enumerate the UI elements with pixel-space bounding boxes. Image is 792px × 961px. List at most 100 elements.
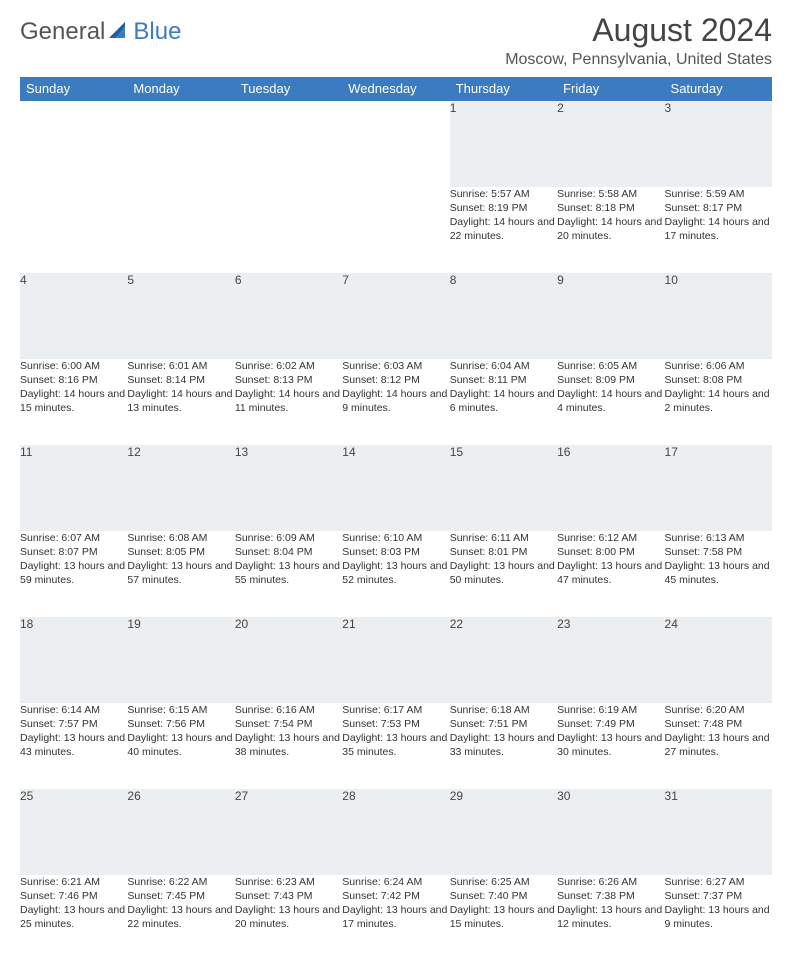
day-number-cell: 19	[127, 617, 234, 703]
detail-row: Sunrise: 6:00 AMSunset: 8:16 PMDaylight:…	[20, 359, 772, 445]
daylight-text: Daylight: 13 hours and 55 minutes.	[235, 559, 342, 587]
detail-row: Sunrise: 6:07 AMSunset: 8:07 PMDaylight:…	[20, 531, 772, 617]
day-detail-cell: Sunrise: 6:01 AMSunset: 8:14 PMDaylight:…	[127, 359, 234, 445]
daynum-row: 123	[20, 101, 772, 187]
day-number-cell: 7	[342, 273, 449, 359]
day-detail-cell: Sunrise: 6:27 AMSunset: 7:37 PMDaylight:…	[665, 875, 772, 961]
day-number-cell: 15	[450, 445, 557, 531]
day-detail-cell: Sunrise: 6:02 AMSunset: 8:13 PMDaylight:…	[235, 359, 342, 445]
day-header: Tuesday	[235, 77, 342, 101]
sunset-text: Sunset: 8:16 PM	[20, 373, 127, 387]
sunrise-text: Sunrise: 6:00 AM	[20, 359, 127, 373]
sunset-text: Sunset: 8:19 PM	[450, 201, 557, 215]
day-header: Saturday	[665, 77, 772, 101]
sunrise-text: Sunrise: 6:16 AM	[235, 703, 342, 717]
day-detail-cell: Sunrise: 6:08 AMSunset: 8:05 PMDaylight:…	[127, 531, 234, 617]
day-number-cell: 26	[127, 789, 234, 875]
page-title: August 2024	[505, 12, 772, 49]
daylight-text: Daylight: 13 hours and 9 minutes.	[665, 903, 772, 931]
sunrise-text: Sunrise: 6:22 AM	[127, 875, 234, 889]
day-number-cell: 16	[557, 445, 664, 531]
daylight-text: Daylight: 14 hours and 22 minutes.	[450, 215, 557, 243]
daylight-text: Daylight: 13 hours and 35 minutes.	[342, 731, 449, 759]
day-detail-cell: Sunrise: 5:57 AMSunset: 8:19 PMDaylight:…	[450, 187, 557, 273]
day-detail-cell	[20, 187, 127, 273]
sunrise-text: Sunrise: 5:58 AM	[557, 187, 664, 201]
daylight-text: Daylight: 14 hours and 9 minutes.	[342, 387, 449, 415]
sunset-text: Sunset: 7:58 PM	[665, 545, 772, 559]
day-number-cell: 13	[235, 445, 342, 531]
sunset-text: Sunset: 7:54 PM	[235, 717, 342, 731]
day-header: Monday	[127, 77, 234, 101]
day-number-cell: 31	[665, 789, 772, 875]
sunset-text: Sunset: 8:11 PM	[450, 373, 557, 387]
sunrise-text: Sunrise: 6:15 AM	[127, 703, 234, 717]
daylight-text: Daylight: 13 hours and 25 minutes.	[20, 903, 127, 931]
sunset-text: Sunset: 7:43 PM	[235, 889, 342, 903]
sunrise-text: Sunrise: 6:27 AM	[665, 875, 772, 889]
day-detail-cell: Sunrise: 6:14 AMSunset: 7:57 PMDaylight:…	[20, 703, 127, 789]
sunset-text: Sunset: 8:03 PM	[342, 545, 449, 559]
day-number-cell: 29	[450, 789, 557, 875]
day-detail-cell	[342, 187, 449, 273]
title-block: August 2024 Moscow, Pennsylvania, United…	[505, 12, 772, 69]
daynum-row: 18192021222324	[20, 617, 772, 703]
sunset-text: Sunset: 8:13 PM	[235, 373, 342, 387]
daylight-text: Daylight: 13 hours and 57 minutes.	[127, 559, 234, 587]
detail-row: Sunrise: 5:57 AMSunset: 8:19 PMDaylight:…	[20, 187, 772, 273]
sunrise-text: Sunrise: 6:20 AM	[665, 703, 772, 717]
sunset-text: Sunset: 7:48 PM	[665, 717, 772, 731]
sunset-text: Sunset: 7:42 PM	[342, 889, 449, 903]
sunset-text: Sunset: 7:49 PM	[557, 717, 664, 731]
day-header: Wednesday	[342, 77, 449, 101]
detail-row: Sunrise: 6:21 AMSunset: 7:46 PMDaylight:…	[20, 875, 772, 961]
sunrise-text: Sunrise: 6:24 AM	[342, 875, 449, 889]
day-detail-cell: Sunrise: 6:25 AMSunset: 7:40 PMDaylight:…	[450, 875, 557, 961]
day-detail-cell: Sunrise: 6:13 AMSunset: 7:58 PMDaylight:…	[665, 531, 772, 617]
sunset-text: Sunset: 7:45 PM	[127, 889, 234, 903]
sunrise-text: Sunrise: 6:18 AM	[450, 703, 557, 717]
logo-text-blue: Blue	[133, 18, 181, 46]
sunset-text: Sunset: 7:46 PM	[20, 889, 127, 903]
detail-row: Sunrise: 6:14 AMSunset: 7:57 PMDaylight:…	[20, 703, 772, 789]
day-detail-cell: Sunrise: 6:00 AMSunset: 8:16 PMDaylight:…	[20, 359, 127, 445]
sunrise-text: Sunrise: 5:59 AM	[665, 187, 772, 201]
day-number-cell: 8	[450, 273, 557, 359]
sunrise-text: Sunrise: 6:12 AM	[557, 531, 664, 545]
day-detail-cell: Sunrise: 6:05 AMSunset: 8:09 PMDaylight:…	[557, 359, 664, 445]
day-header: Sunday	[20, 77, 127, 101]
sunset-text: Sunset: 8:04 PM	[235, 545, 342, 559]
daylight-text: Daylight: 13 hours and 47 minutes.	[557, 559, 664, 587]
sunset-text: Sunset: 8:07 PM	[20, 545, 127, 559]
day-header: Thursday	[450, 77, 557, 101]
day-number-cell: 27	[235, 789, 342, 875]
day-detail-cell: Sunrise: 6:16 AMSunset: 7:54 PMDaylight:…	[235, 703, 342, 789]
daylight-text: Daylight: 13 hours and 52 minutes.	[342, 559, 449, 587]
logo-sail-icon	[109, 20, 131, 45]
day-header-row: SundayMondayTuesdayWednesdayThursdayFrid…	[20, 77, 772, 101]
sunset-text: Sunset: 8:05 PM	[127, 545, 234, 559]
logo-text-general: General	[20, 18, 105, 46]
daylight-text: Daylight: 14 hours and 13 minutes.	[127, 387, 234, 415]
sunrise-text: Sunrise: 6:08 AM	[127, 531, 234, 545]
sunset-text: Sunset: 7:51 PM	[450, 717, 557, 731]
day-number-cell: 24	[665, 617, 772, 703]
day-detail-cell: Sunrise: 5:59 AMSunset: 8:17 PMDaylight:…	[665, 187, 772, 273]
sunset-text: Sunset: 7:53 PM	[342, 717, 449, 731]
day-number-cell: 17	[665, 445, 772, 531]
sunrise-text: Sunrise: 6:23 AM	[235, 875, 342, 889]
sunset-text: Sunset: 8:09 PM	[557, 373, 664, 387]
sunset-text: Sunset: 8:00 PM	[557, 545, 664, 559]
sunrise-text: Sunrise: 6:06 AM	[665, 359, 772, 373]
sunrise-text: Sunrise: 6:17 AM	[342, 703, 449, 717]
day-number-cell: 14	[342, 445, 449, 531]
day-number-cell: 10	[665, 273, 772, 359]
daynum-row: 11121314151617	[20, 445, 772, 531]
day-number-cell	[235, 101, 342, 187]
day-number-cell: 9	[557, 273, 664, 359]
day-number-cell: 23	[557, 617, 664, 703]
logo: General Blue	[20, 18, 181, 46]
sunrise-text: Sunrise: 6:04 AM	[450, 359, 557, 373]
day-detail-cell: Sunrise: 6:18 AMSunset: 7:51 PMDaylight:…	[450, 703, 557, 789]
daylight-text: Daylight: 13 hours and 15 minutes.	[450, 903, 557, 931]
